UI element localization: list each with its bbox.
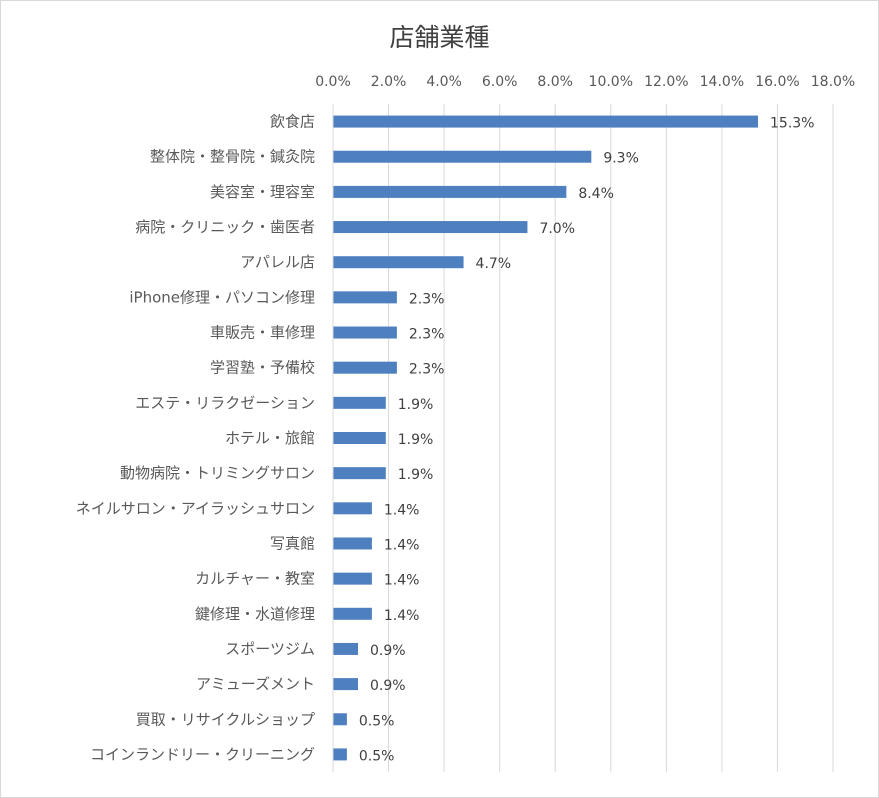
- x-tick-label: 18.0%: [811, 74, 855, 90]
- category-label: 病院・クリニック・歯医者: [135, 218, 315, 236]
- x-tick-label: 8.0%: [537, 74, 573, 90]
- category-label: アパレル店: [240, 253, 315, 271]
- category-label: iPhone修理・パソコン修理: [129, 288, 315, 306]
- data-label: 2.3%: [409, 362, 445, 378]
- category-label: 鍵修理・水道修理: [195, 605, 315, 623]
- data-label: 2.3%: [409, 327, 445, 343]
- bar: [333, 291, 397, 304]
- data-label: 1.4%: [384, 537, 420, 553]
- x-tick-label: 4.0%: [426, 74, 462, 90]
- bar: [333, 537, 372, 550]
- category-label: ネイルサロン・アイラッシュサロン: [76, 499, 315, 517]
- x-tick-label: 12.0%: [644, 74, 688, 90]
- category-label: ホテル・旅館: [225, 429, 315, 447]
- bar: [333, 396, 386, 409]
- category-label: アミューズメント: [196, 675, 315, 693]
- data-label: 15.3%: [770, 116, 814, 132]
- bar: [333, 748, 347, 761]
- category-label: カルチャー・教室: [195, 570, 315, 588]
- data-label: 9.3%: [603, 151, 639, 167]
- data-label: 0.5%: [359, 748, 395, 764]
- bar: [333, 572, 372, 585]
- x-tick-label: 16.0%: [755, 74, 799, 90]
- category-label: 車販売・車修理: [210, 324, 315, 342]
- bar: [333, 326, 397, 339]
- x-tick-label: 10.0%: [589, 74, 633, 90]
- data-label: 0.9%: [370, 643, 406, 659]
- data-label: 2.3%: [409, 291, 445, 307]
- bar: [333, 502, 372, 515]
- category-label: 写真館: [270, 534, 315, 552]
- data-label: 1.9%: [398, 397, 434, 413]
- data-label: 1.4%: [384, 502, 420, 518]
- category-label: 飲食店: [270, 113, 315, 131]
- data-label: 1.9%: [398, 467, 434, 483]
- data-label: 8.4%: [578, 186, 614, 202]
- data-label: 1.4%: [384, 573, 420, 589]
- data-label: 1.9%: [398, 432, 434, 448]
- bar: [333, 256, 464, 269]
- bar: [333, 150, 592, 163]
- data-label: 1.4%: [384, 608, 420, 624]
- bar: [333, 607, 372, 620]
- category-label: 買取・リサイクルショップ: [136, 710, 315, 728]
- data-label: 4.7%: [476, 256, 512, 272]
- category-label: 動物病院・トリミングサロン: [120, 464, 315, 482]
- category-label: 整体院・整骨院・鍼灸院: [150, 148, 315, 166]
- bar: [333, 115, 758, 128]
- x-tick-label: 14.0%: [700, 74, 744, 90]
- bar: [333, 185, 567, 198]
- x-tick-label: 2.0%: [371, 74, 407, 90]
- bar: [333, 432, 386, 444]
- bar: [333, 221, 528, 234]
- x-tick-label: 0.0%: [315, 74, 351, 90]
- bar: [333, 361, 397, 374]
- data-label: 0.9%: [370, 678, 406, 694]
- bar: [333, 713, 347, 726]
- bar: [333, 642, 358, 655]
- category-label: 美容室・理容室: [210, 183, 315, 201]
- bar: [333, 678, 358, 691]
- chart-title: 店舗業種: [389, 23, 490, 52]
- category-label: スポーツジム: [225, 640, 315, 658]
- category-label: エステ・リラクゼーション: [135, 394, 315, 412]
- category-label: コインランドリー・クリーニング: [90, 745, 315, 763]
- category-label: 学習塾・予備校: [210, 359, 315, 377]
- x-tick-label: 6.0%: [482, 74, 518, 90]
- data-label: 7.0%: [539, 221, 575, 237]
- data-label: 0.5%: [359, 713, 395, 729]
- bar: [333, 467, 386, 480]
